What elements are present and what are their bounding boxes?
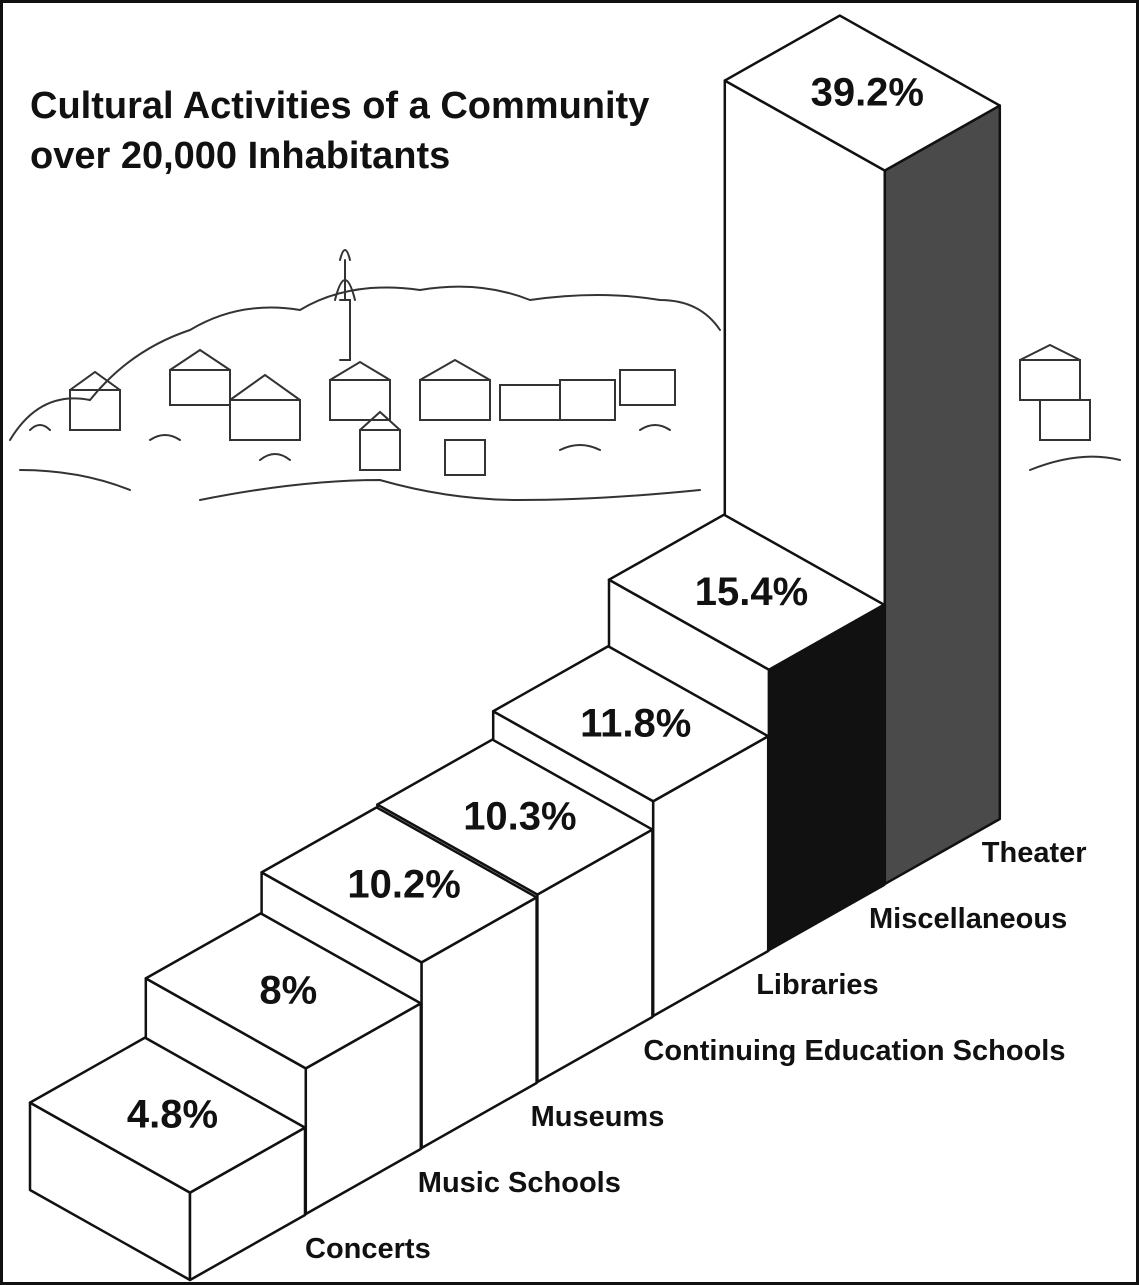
category-label: Music Schools xyxy=(418,1167,621,1199)
value-label: 4.8% xyxy=(127,1093,218,1137)
value-label: 11.8% xyxy=(580,701,691,745)
chart-title: over 20,000 Inhabitants xyxy=(30,135,450,177)
category-label: Museums xyxy=(531,1101,665,1133)
category-label: Libraries xyxy=(756,969,879,1001)
category-label: Concerts xyxy=(305,1233,431,1265)
page: Cultural Activities of a Community over … xyxy=(0,0,1139,1285)
value-label: 10.2% xyxy=(347,862,460,906)
value-label: 10.3% xyxy=(463,795,576,839)
value-label: 39.2% xyxy=(811,71,924,115)
chart: Cultural Activities of a Community over … xyxy=(0,0,1139,1285)
value-label: 8% xyxy=(259,968,317,1012)
category-label: Theater xyxy=(982,837,1087,869)
category-label: Continuing Education Schools xyxy=(643,1035,1065,1067)
chart-title: Cultural Activities of a Community xyxy=(30,85,649,127)
bar-right-face xyxy=(885,106,1000,884)
category-label: Miscellaneous xyxy=(869,903,1067,935)
value-label: 15.4% xyxy=(695,570,808,614)
